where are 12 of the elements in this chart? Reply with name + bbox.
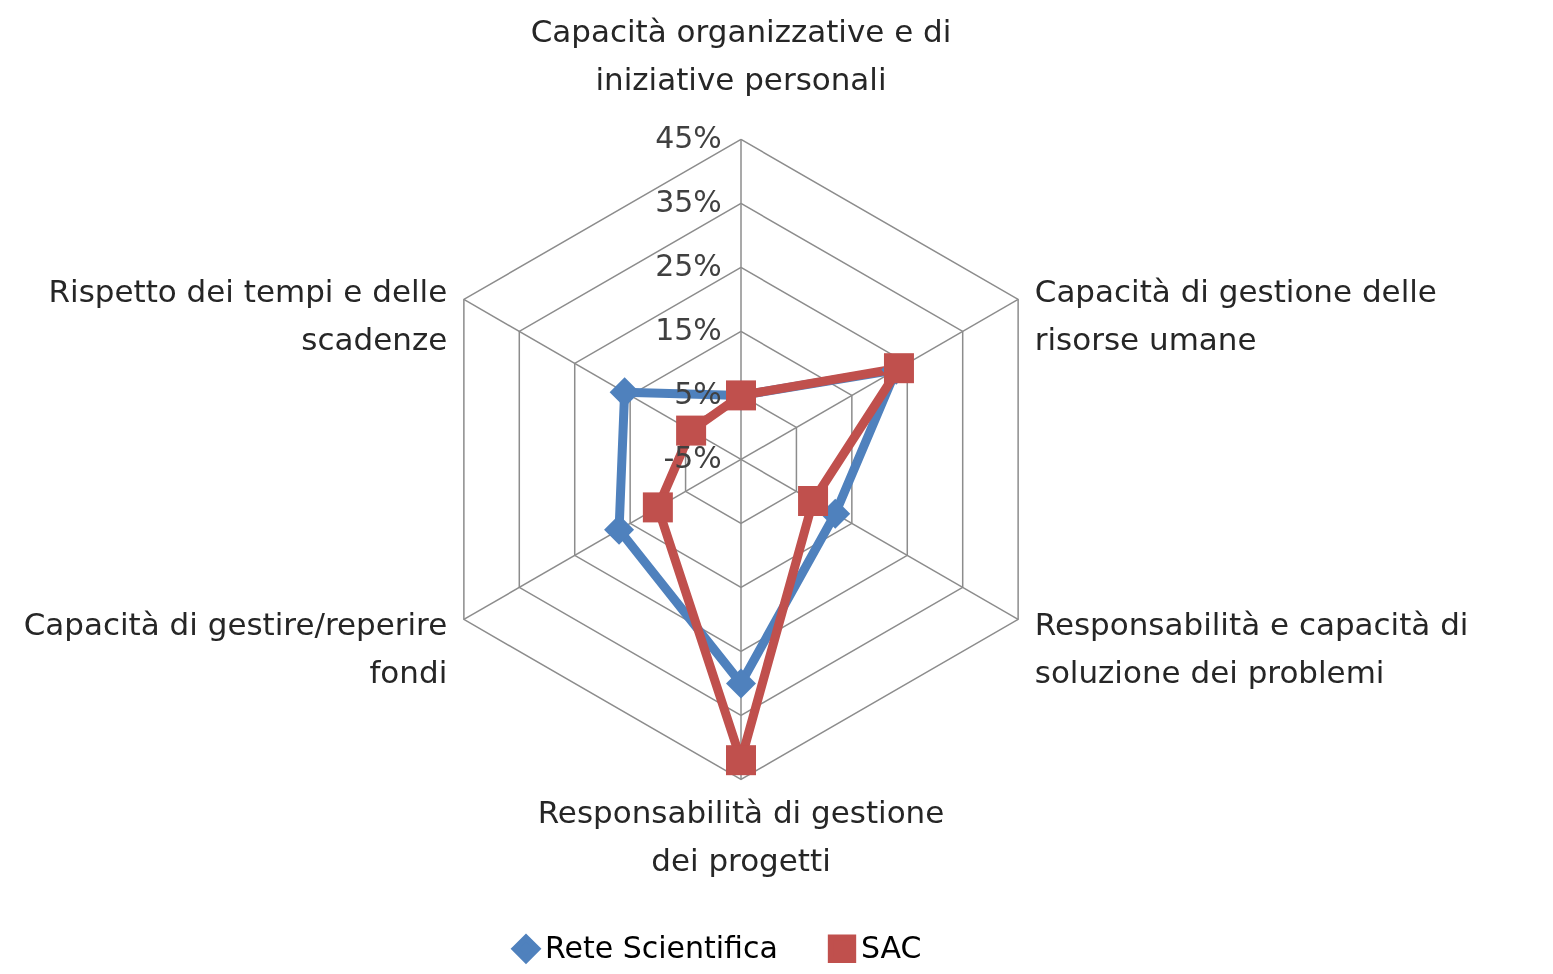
spoke-label: Capacità organizzative e di iniziative personali (530, 12, 952, 97)
y-tick-label: 25% (655, 248, 722, 284)
legend-label: Rete Scientifica (545, 929, 778, 965)
spoke-label: Responsabilità e capacità di soluzione dei problemi (1034, 605, 1469, 690)
spoke-label: Capacità di gestione delle risorse umane (1034, 273, 1437, 357)
spoke-label: Capacità di gestire/reperire fondi (23, 605, 448, 690)
legend-label: SAC (861, 929, 922, 965)
spoke-label: Responsabilità di gestione dei progetti (537, 793, 945, 878)
spoke-label: Rispetto dei tempi e delle scadenze (48, 273, 448, 357)
y-tick-label: 35% (655, 184, 722, 220)
y-tick-label: 15% (655, 312, 722, 348)
y-tick-label: 45% (655, 120, 722, 156)
